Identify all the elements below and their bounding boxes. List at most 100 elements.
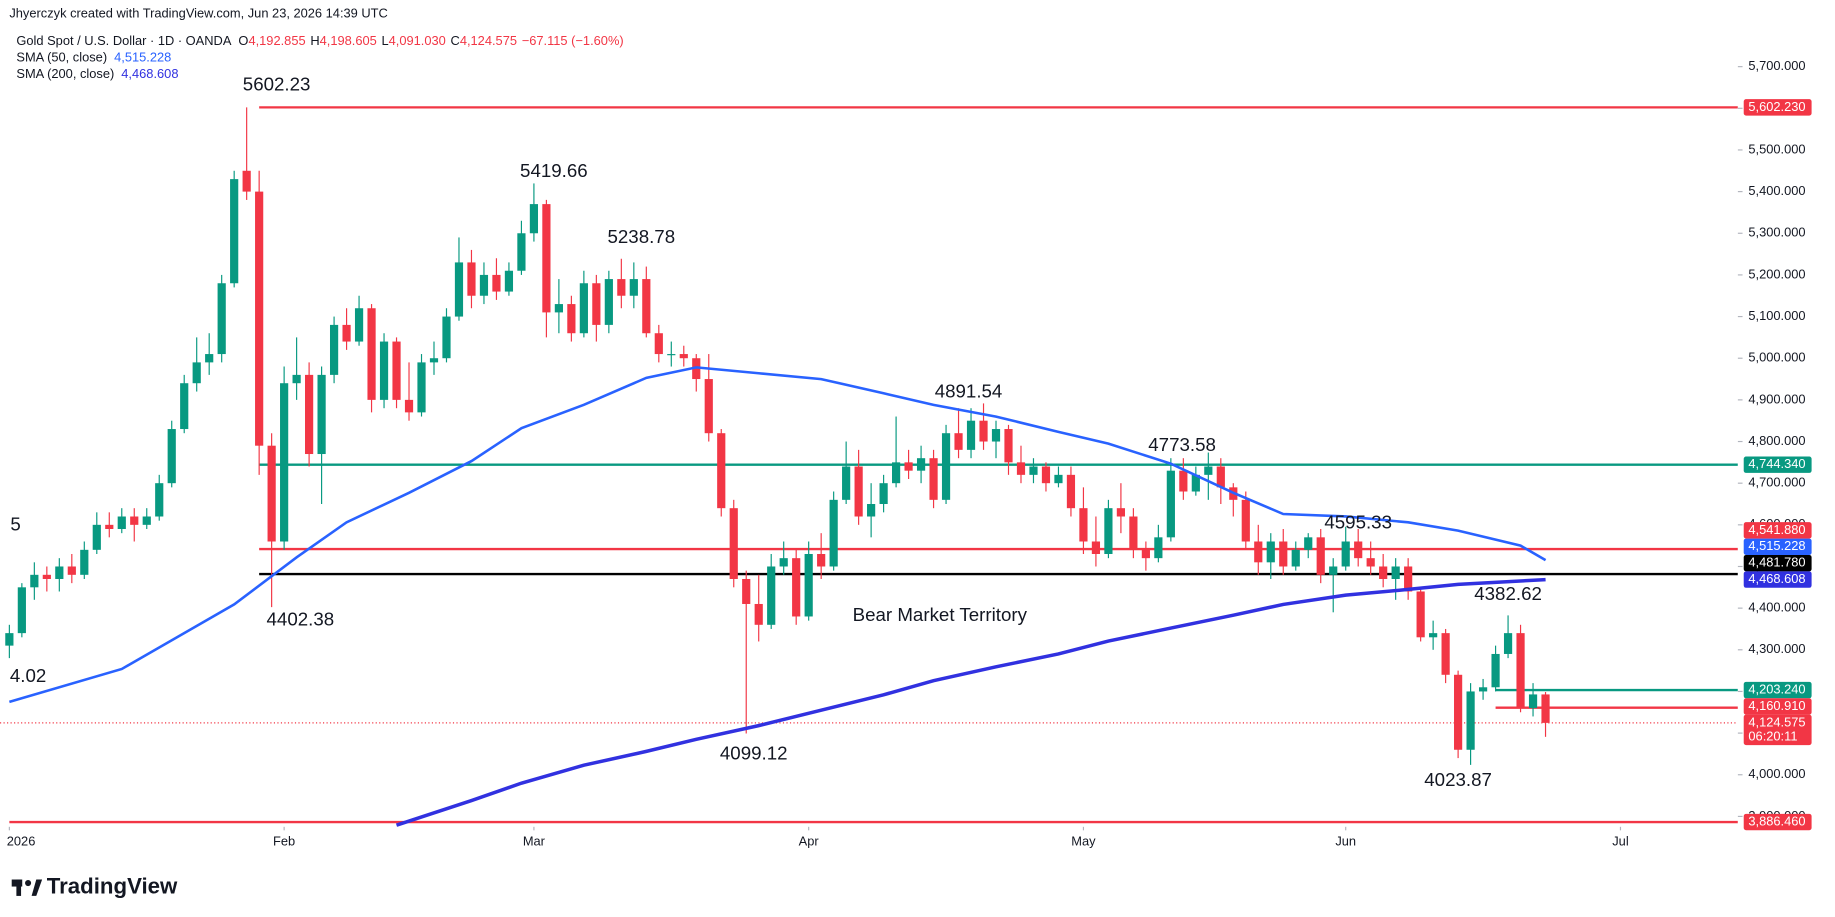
price-label: 4,541.880: [1748, 522, 1805, 537]
candle-body: [1129, 516, 1138, 550]
candle-body: [429, 358, 439, 363]
candle-body: [280, 383, 289, 542]
candle-body: [267, 445, 276, 542]
candle-body: [604, 279, 613, 325]
price-label: 4,481.780: [1748, 555, 1805, 570]
candle-body: [92, 524, 101, 550]
price-label: 3,886.460: [1748, 813, 1805, 828]
candle-body: [217, 283, 226, 355]
brand-logo[interactable]: TradingView: [11, 874, 178, 899]
candle-body: [1466, 691, 1475, 750]
candle-body: [5, 633, 14, 646]
candle-body: [1254, 541, 1263, 563]
candle-body: [1116, 508, 1125, 517]
candle-body: [617, 279, 626, 296]
candle-body: [367, 308, 376, 400]
price-label-box: [1743, 813, 1812, 831]
candle-body: [30, 574, 39, 588]
candle-body: [192, 362, 201, 384]
countdown: 06:20:11: [1748, 728, 1797, 743]
annotation: 5419.66: [520, 160, 588, 181]
candle-body: [742, 578, 751, 604]
candle-body: [979, 420, 988, 442]
candle-body: [230, 179, 239, 284]
candle-body: [1166, 470, 1175, 538]
ohlc-key: O: [238, 34, 248, 49]
candle-body: [1341, 541, 1350, 567]
candle-body: [767, 566, 776, 625]
ohlc-value: 4,124.575: [460, 34, 517, 49]
candle-body: [991, 429, 1001, 442]
candle-body: [567, 304, 576, 334]
ohlc-key: C: [451, 34, 460, 49]
candle-body: [1004, 429, 1013, 463]
candle-body: [954, 433, 963, 450]
sma-value: 4,468.608: [121, 66, 178, 81]
candle-body: [504, 270, 514, 292]
candle-body: [1216, 466, 1225, 488]
candle-body: [1491, 653, 1500, 688]
candle-body: [1304, 537, 1313, 550]
candle-body: [1266, 541, 1275, 563]
candle-body: [329, 324, 339, 375]
candle-body: [342, 324, 351, 342]
price-label-box: [1743, 714, 1812, 746]
sma-name: SMA (200, close): [16, 66, 114, 81]
candle-body: [1379, 566, 1388, 579]
sma-line: [9, 366, 1547, 704]
candle-body: [542, 204, 551, 313]
candle-body: [517, 233, 526, 271]
candle-body: [1429, 633, 1438, 638]
candle-body: [379, 341, 389, 400]
candle-body: [67, 566, 76, 575]
annotation: 4.02: [10, 665, 46, 686]
header: Jhyerczyk created with TradingView.com, …: [9, 5, 623, 81]
candle-body: [1016, 462, 1026, 475]
candle-body: [592, 283, 601, 325]
candle-body: [1041, 466, 1051, 484]
candle-body: [854, 466, 863, 517]
candle-body: [1516, 633, 1525, 709]
sma-value: 4,515.228: [114, 50, 171, 65]
annotation: 5602.23: [243, 73, 311, 94]
ohlc-value: 4,091.030: [389, 34, 446, 49]
plot-area: 5602.23 5419.66 5238.78 4891.54 4773.58 4595.…: [0, 73, 1738, 827]
candle-body: [879, 483, 888, 505]
candle-body: [1441, 633, 1450, 675]
sma-legend: SMA (200, close) 4,468.608: [16, 66, 178, 81]
candle-body: [1478, 687, 1488, 692]
y-tick-label: 5,500.000: [1748, 141, 1805, 156]
y-tick-label: 4,400.000: [1748, 600, 1805, 615]
annotation: 4891.54: [935, 380, 1003, 401]
candle-body: [1204, 466, 1213, 475]
candle-body: [80, 549, 89, 575]
price-label-box: [1743, 538, 1812, 555]
candle-body: [1191, 474, 1200, 492]
price-label-box: [1743, 698, 1812, 715]
candle-body: [404, 399, 414, 413]
candle-body: [966, 420, 976, 450]
candle-body: [442, 316, 451, 359]
y-tick-label: 4,000.000: [1748, 766, 1805, 781]
candle-body: [105, 524, 114, 529]
candle-body: [1179, 470, 1188, 492]
y-tick-label: 4,900.000: [1748, 391, 1805, 406]
candle-body: [454, 262, 464, 317]
candle-body: [1391, 566, 1400, 579]
candle-body: [180, 383, 189, 430]
candle-body: [142, 516, 151, 525]
candle-body: [130, 516, 139, 525]
candle-body: [1541, 694, 1550, 723]
candle-body: [717, 433, 726, 509]
annotation: 4595.33: [1324, 512, 1392, 533]
y-tick-label: 5,200.000: [1748, 266, 1805, 281]
candle-body: [792, 558, 801, 617]
candle-body: [1066, 474, 1076, 509]
candle-body: [779, 558, 788, 567]
candle-body: [1241, 499, 1250, 542]
price-label: 4,468.608: [1748, 571, 1805, 586]
candle-body: [1366, 558, 1375, 567]
candle-body: [929, 458, 938, 500]
price-label: 4,744.340: [1748, 456, 1805, 471]
